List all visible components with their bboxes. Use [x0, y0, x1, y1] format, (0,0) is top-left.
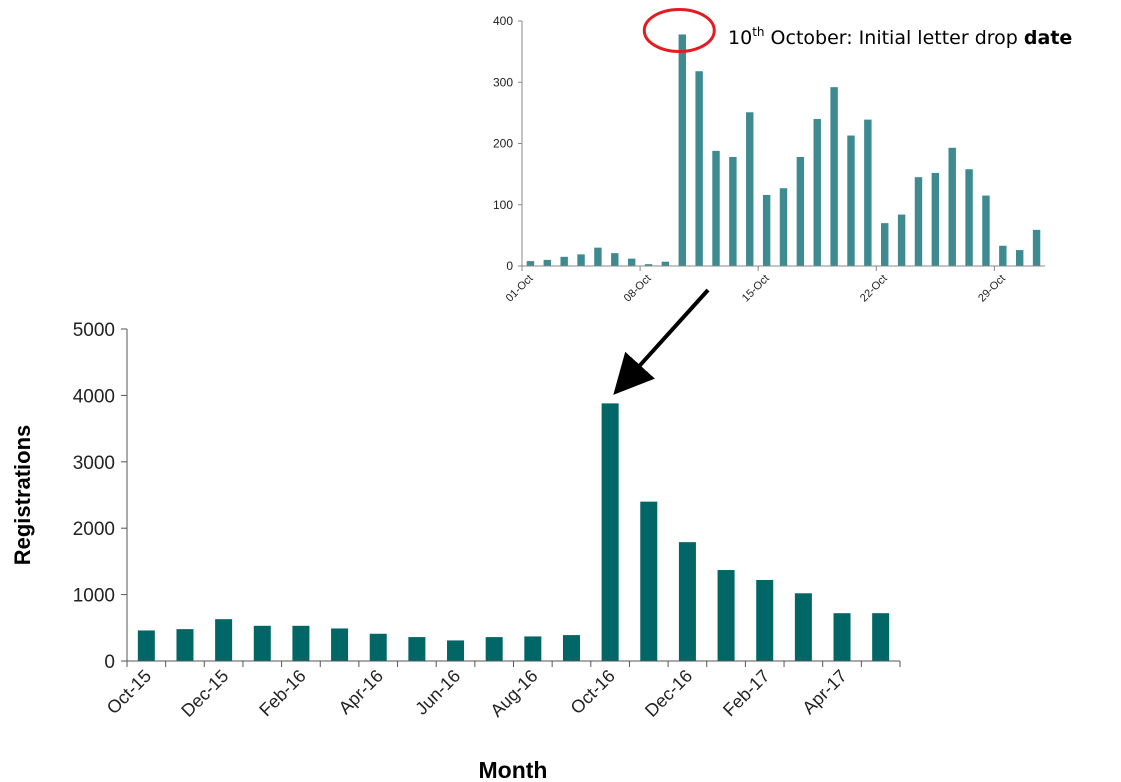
main-bar-Apr-17 — [833, 613, 851, 661]
inset-bar-18-Oct — [813, 119, 821, 266]
inset-y-tick-label: 300 — [493, 75, 513, 89]
annotation-text: 10th October: Initial letter drop date — [728, 25, 1072, 49]
main-bar-Dec-16 — [678, 542, 696, 661]
inset-bar-17-Oct — [796, 156, 805, 266]
inset-x-tick-label: 01-Oct — [504, 273, 536, 305]
main-bar-Jan-17 — [717, 570, 735, 661]
monthly-registrations-chart: 0 1000 2000 3000 4000 5000 Oct-15 Dec-15 Feb-16… — [10, 320, 901, 782]
main-y-tick-label: 0 — [104, 652, 115, 673]
inset-x-tick-label: 22-Oct — [858, 273, 890, 305]
main-bar-Jan-16 — [253, 625, 271, 661]
annotation-sup-prefix: 10 — [728, 27, 752, 49]
inset-bar-14-Oct — [746, 112, 754, 266]
inset-bar-13-Oct — [729, 156, 737, 266]
inset-bar-03-Oct — [560, 256, 568, 266]
inset-bar-23-Oct — [897, 214, 906, 266]
main-bar-Jul-16 — [485, 637, 503, 661]
inset-bar-20-Oct — [847, 135, 855, 266]
inset-bar-07-Oct — [627, 258, 636, 266]
main-x-tick-label: Feb-16 — [255, 666, 309, 720]
main-bar-Mar-16 — [331, 628, 349, 661]
inset-bar-11-Oct — [695, 71, 703, 266]
main-bar-May-16 — [408, 637, 426, 661]
inset-bar-21-Oct — [864, 119, 872, 266]
main-bar-Apr-16 — [369, 633, 387, 661]
main-x-tick-label: Dec-16 — [641, 666, 696, 721]
inset-x-tick-label: 15-Oct — [740, 273, 772, 305]
inset-bar-25-Oct — [931, 172, 940, 266]
main-bar-Feb-16 — [292, 625, 310, 661]
x-axis-title: Month — [479, 757, 548, 782]
inset-bar-02-Oct — [543, 259, 552, 266]
main-x-tick-label: Dec-15 — [177, 666, 232, 721]
inset-bar-10-Oct — [678, 34, 686, 266]
inset-bar-24-Oct — [914, 177, 923, 266]
main-x-tick-label: Oct-15 — [103, 666, 155, 718]
inset-bar-04-Oct — [577, 254, 585, 266]
main-bar-Aug-16 — [524, 636, 542, 661]
inset-bar-30-Oct — [1015, 250, 1024, 266]
main-bar-Oct-16 — [601, 403, 619, 661]
inset-bar-09-Oct — [661, 261, 670, 266]
y-axis-title: Registrations — [10, 425, 35, 566]
inset-bar-22-Oct — [881, 223, 889, 266]
main-bar-Jun-16 — [447, 640, 465, 661]
main-x-tick-label: Aug-16 — [486, 666, 541, 721]
main-bar-Oct-15 — [137, 630, 155, 661]
inset-bar-08-Oct — [644, 264, 653, 266]
main-bar-Nov-15 — [176, 629, 194, 661]
main-bars — [137, 403, 890, 661]
callout-arrow — [613, 288, 710, 395]
main-y-tick-label: 2000 — [73, 519, 115, 540]
inset-y-tick-label: 400 — [493, 14, 513, 28]
annotation-body: October: Initial letter drop — [765, 27, 1024, 49]
inset-bar-12-Oct — [712, 150, 720, 266]
main-x-tick-label: Jun-16 — [411, 666, 464, 719]
inset-x-tick-label: 29-Oct — [976, 273, 1008, 305]
main-y-tick-label: 1000 — [73, 586, 115, 607]
inset-x-ticks: 01-Oct 08-Oct 15-Oct 22-Oct 29-Oct — [504, 266, 1008, 304]
main-bar-Feb-17 — [756, 579, 774, 661]
annotation-superscript: th — [752, 25, 764, 39]
inset-bar-27-Oct — [965, 169, 973, 266]
main-y-tick-label: 3000 — [73, 453, 115, 474]
inset-y-tick-label: 0 — [506, 259, 513, 273]
main-bar-Dec-15 — [215, 619, 233, 661]
main-bar-Mar-17 — [794, 593, 812, 661]
inset-bar-31-Oct — [1032, 229, 1041, 266]
inset-y-tick-label: 100 — [493, 198, 513, 212]
inset-y-tick-label: 200 — [493, 137, 513, 151]
daily-october-chart: 0 100 200 300 400 01-Oct 08-Oct 15-Oct 22-Oct 29… — [493, 14, 1045, 304]
inset-bar-06-Oct — [611, 253, 619, 266]
inset-bar-05-Oct — [594, 247, 602, 266]
main-bar-Nov-16 — [640, 501, 658, 661]
main-x-tick-label: Oct-16 — [567, 666, 619, 718]
main-bar-Sep-16 — [562, 635, 580, 661]
main-x-ticks: Oct-15 Dec-15 Feb-16 Apr-16 Jun-16 Aug-16 Oct-… — [103, 661, 901, 721]
inset-bar-16-Oct — [779, 188, 788, 266]
main-bar-May-17 — [872, 613, 890, 661]
annotation-bold: date — [1024, 27, 1072, 49]
inset-x-tick-label: 08-Oct — [622, 273, 654, 305]
peak-highlight-circle — [642, 7, 716, 53]
main-y-ticks: 0 1000 2000 3000 4000 5000 — [73, 320, 127, 673]
main-x-tick-label: Apr-16 — [335, 666, 387, 718]
inset-bar-19-Oct — [830, 87, 838, 267]
main-x-tick-label: Feb-17 — [719, 666, 773, 720]
inset-bars — [526, 34, 1041, 267]
main-x-tick-label: Apr-17 — [799, 666, 851, 718]
inset-bar-29-Oct — [999, 245, 1007, 266]
inset-bar-01-Oct — [526, 261, 535, 266]
main-y-tick-label: 5000 — [73, 320, 115, 341]
inset-y-ticks: 0 100 200 300 400 — [493, 14, 522, 273]
inset-bar-28-Oct — [982, 195, 990, 266]
inset-bar-15-Oct — [762, 194, 771, 266]
main-y-tick-label: 4000 — [73, 386, 115, 407]
inset-bar-26-Oct — [948, 147, 956, 266]
